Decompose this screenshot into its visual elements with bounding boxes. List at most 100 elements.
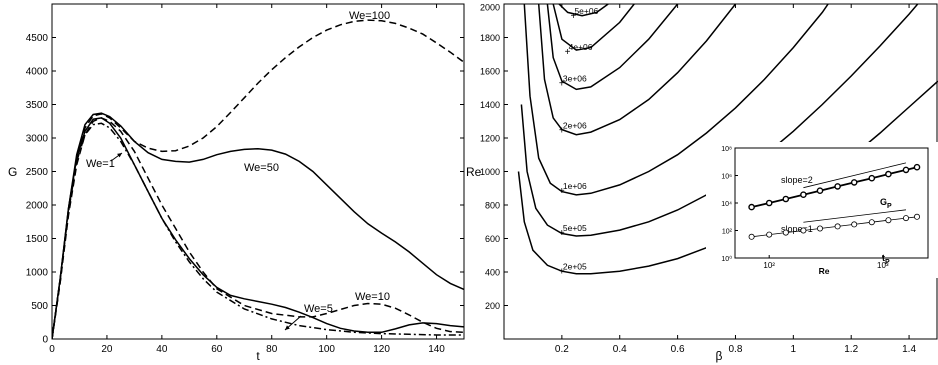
right-y-tick-label: 1000 [480,167,500,177]
right-x-tick-label: 0.6 [671,344,685,355]
inset-slope-label: slope=1 [781,224,813,234]
inset-point [834,183,841,190]
contour-label: 1e+06 [563,181,587,191]
inset-point [903,215,910,222]
right-y-tick-label: 600 [485,234,500,244]
inset-point [834,223,841,230]
right-y-tick-label: 1800 [480,33,500,43]
contour-label-marker: + [559,228,565,239]
left-y-tick-label: 2500 [26,167,49,178]
inset-point [782,229,789,236]
inset-y-tick-label: 10⁸ [721,146,732,153]
inset-x-axis-label: Re [819,266,830,276]
right-x-tick-label: 1.2 [844,344,858,355]
series-line-we-5 [52,117,464,339]
inset-point [885,170,892,178]
annotation-label: We=1 [86,158,115,170]
series-line-we-100 [52,19,464,339]
left-y-tick-label: 1500 [26,234,49,245]
left-y-tick-label: 3500 [26,100,49,111]
left-x-tick-label: 80 [266,344,278,355]
contour-label: 5e+06 [574,6,598,16]
series-line-we-1 [52,122,464,339]
inset-point [765,199,773,207]
inset-y-tick-label: 10⁶ [721,174,732,181]
contour-label: 2e+06 [563,121,587,131]
inset-chart: 10⁰ 10² 10⁴ 10⁶ 10⁸ 10² 10³ Re slope=2 slope=1 GP t… [706,142,938,278]
contour-line [523,4,829,196]
contour-line [558,4,609,17]
left-y-tick-label: 3000 [26,134,49,145]
left-x-tick-label: 60 [211,344,223,355]
right-y-tick-label: 1400 [480,100,500,110]
inset-y-tick-label: 10² [722,229,733,236]
inset-point [902,166,910,174]
inset-point [748,233,755,240]
inset-series-label: tP [882,253,890,266]
series-line-we-50 [52,112,464,339]
contour-label: 4e+06 [569,42,593,52]
left-y-tick-label: 2000 [26,201,49,212]
right-x-axis-label: β [716,349,723,363]
contour-label-marker: + [565,47,571,58]
left-y-tick-label: 4500 [26,33,49,44]
right-y-tick-label: 1600 [480,67,500,77]
right-y-tick-label: 2000 [480,3,500,13]
contour-line [546,4,679,91]
left-x-tick-label: 100 [318,344,335,355]
left-x-axis-label: t [256,349,260,363]
contour-label-marker: + [559,266,565,277]
contour-line [552,4,635,51]
contour-line [520,4,919,237]
inset-point [816,187,824,194]
right-y-tick-label: 200 [485,301,500,311]
right-x-tick-label: 1 [791,344,797,355]
inset-point [851,221,858,228]
inset-point [913,163,921,171]
inset-x-tick-label: 10³ [877,261,889,270]
right-y-axis-label: Re [466,165,482,179]
inset-point [914,213,921,220]
right-y-tick-label: 1200 [480,134,500,144]
inset-point [766,231,773,238]
inset-y-tick-label: 10⁰ [721,255,732,263]
left-x-tick-label: 20 [101,344,113,355]
left-chart: 0 20 40 60 80 100 120 140 0 500 1000 1500 2000 2500 30… [8,3,465,363]
left-x-tick-label: 120 [373,344,390,355]
inset-point [748,203,755,211]
annotation-label: We=5 [304,303,333,315]
series-line-we-10 [52,117,464,339]
inset-point [868,219,875,226]
inset-point [868,174,876,182]
contour-label: 2e+05 [563,261,587,271]
contour-line [537,4,737,136]
inset-slope-line [803,209,907,223]
left-y-tick-label: 4000 [26,67,49,78]
left-y-tick-label: 0 [42,335,48,346]
left-y-tick-label: 1000 [26,268,49,279]
contour-label-marker: + [559,126,565,137]
inset-point [800,191,807,198]
right-x-tick-label: 0.8 [729,344,743,355]
inset-series-label: GP [880,197,892,210]
left-x-tick-label: 40 [156,344,168,355]
annotation-arrow-head [285,325,290,330]
inset-point [850,179,858,186]
annotation-label: We=10 [355,291,390,303]
inset-point [800,227,807,234]
inset-x-tick-label: 10² [763,261,775,270]
left-y-axis-label: G [8,165,17,179]
left-y-tick-label: 500 [31,301,48,312]
right-x-tick-label: 0.2 [555,344,569,355]
right-y-tick-label: 400 [485,268,500,278]
contour-label-marker: + [570,11,576,22]
inset-point [885,217,892,224]
annotation-arrow-head [117,153,122,158]
annotation-label: We=100 [349,10,390,22]
inset-slope-line [803,162,907,189]
inset-slope-label: slope=2 [781,175,813,185]
right-x-tick-label: 1.4 [902,344,916,355]
right-x-tick-label: 0.4 [613,344,627,355]
contour-label: 3e+06 [563,74,587,84]
